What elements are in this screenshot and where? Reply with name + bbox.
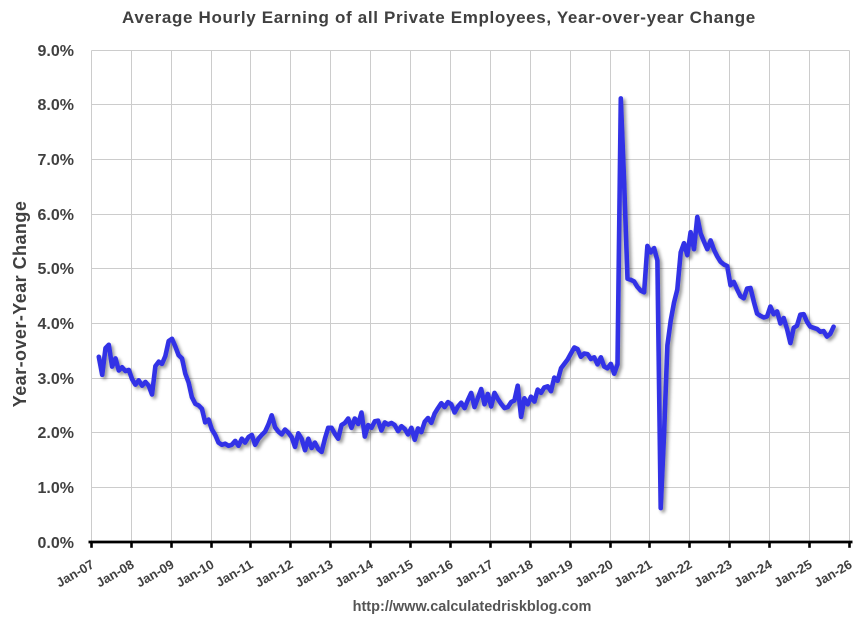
svg-text:7.0%: 7.0% <box>38 152 74 169</box>
svg-text:4.0%: 4.0% <box>38 316 74 333</box>
svg-text:0.0%: 0.0% <box>38 535 74 552</box>
svg-text:http://www.calculatedriskblog.: http://www.calculatedriskblog.com <box>353 599 592 615</box>
svg-text:1.0%: 1.0% <box>38 480 74 497</box>
svg-text:Year-over-Year Change: Year-over-Year Change <box>10 201 30 408</box>
svg-text:Average Hourly Earning of all: Average Hourly Earning of all Private Em… <box>122 8 756 27</box>
svg-text:8.0%: 8.0% <box>38 97 74 114</box>
svg-text:2.0%: 2.0% <box>38 425 74 442</box>
svg-text:6.0%: 6.0% <box>38 207 74 224</box>
svg-text:9.0%: 9.0% <box>38 43 74 60</box>
svg-text:5.0%: 5.0% <box>38 261 74 278</box>
svg-text:3.0%: 3.0% <box>38 371 74 388</box>
